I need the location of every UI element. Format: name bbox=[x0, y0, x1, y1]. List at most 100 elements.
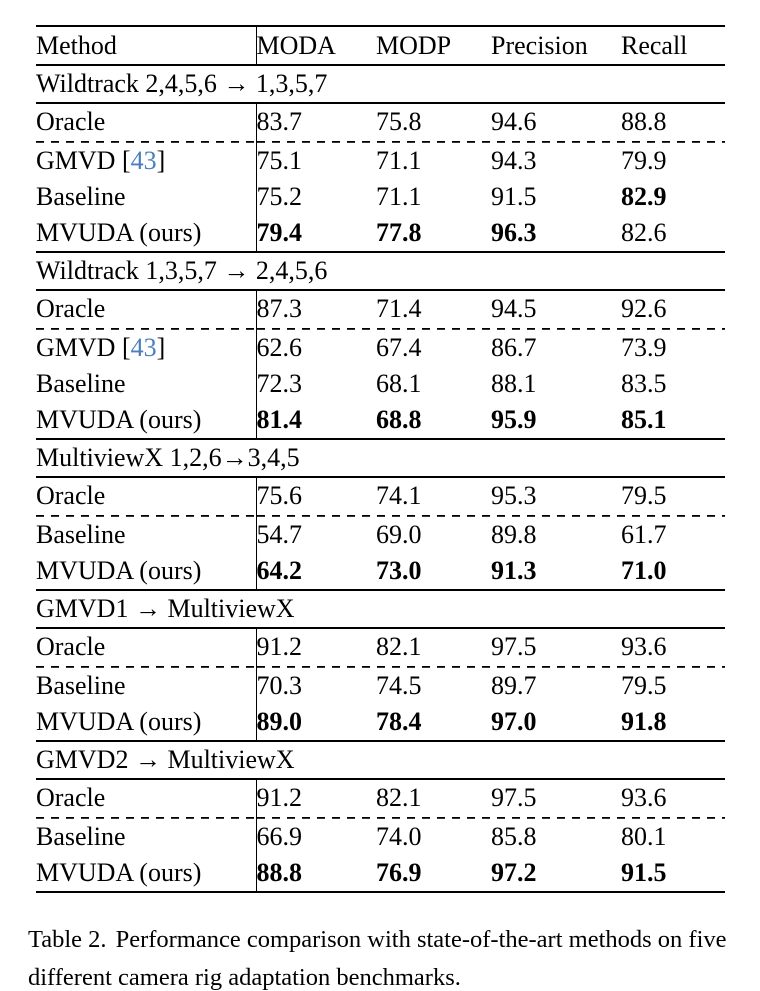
method-cell: Baseline bbox=[36, 668, 257, 704]
table-row: Oracle 87.3 71.4 94.5 92.6 bbox=[36, 290, 725, 327]
metric-value: 72.3 bbox=[256, 369, 303, 398]
method-cell: Oracle bbox=[36, 477, 257, 514]
metric-value: 91.2 bbox=[256, 632, 303, 661]
citation-link[interactable]: 43 bbox=[130, 333, 157, 362]
table-row: MVUDA (ours) 64.2 73.0 91.3 71.0 bbox=[36, 553, 725, 590]
section-header-row: Wildtrack 1,3,5,7 → 2,4,5,6 bbox=[36, 251, 725, 291]
dashed-divider-segment bbox=[36, 327, 257, 330]
metric-value: 91.5 bbox=[621, 858, 667, 887]
metric-value: 97.5 bbox=[491, 632, 537, 661]
metric-value: 95.9 bbox=[491, 405, 537, 434]
section-header-row: MultiviewX 1,2,6→3,4,5 bbox=[36, 438, 725, 478]
metric-value: 68.8 bbox=[376, 405, 422, 434]
metric-value: 82.1 bbox=[376, 632, 422, 661]
metric-value: 82.6 bbox=[621, 218, 667, 247]
metric-value: 74.5 bbox=[376, 671, 422, 700]
method-label: Oracle bbox=[36, 107, 106, 136]
metric-value: 71.1 bbox=[376, 182, 422, 211]
method-label: Oracle bbox=[36, 783, 106, 812]
metric-value: 75.8 bbox=[376, 107, 422, 136]
metric-value: 93.6 bbox=[621, 632, 667, 661]
metric-value: 80.1 bbox=[621, 822, 667, 851]
metric-value: 67.4 bbox=[376, 333, 422, 362]
method-cell: Oracle bbox=[36, 779, 257, 816]
metric-value: 87.3 bbox=[256, 294, 303, 323]
metric-value: 93.6 bbox=[621, 783, 667, 812]
section-title: GMVD2 → MultiviewX bbox=[36, 740, 725, 780]
method-cell: MVUDA (ours) bbox=[36, 855, 257, 892]
dashed-divider-segment bbox=[256, 327, 725, 330]
metric-value: 75.6 bbox=[256, 481, 303, 510]
table-row: MVUDA (ours) 79.4 77.8 96.3 82.6 bbox=[36, 215, 725, 252]
table-row: MVUDA (ours) 88.8 76.9 97.2 91.5 bbox=[36, 855, 725, 892]
dashed-divider bbox=[36, 140, 725, 143]
metric-value: 74.1 bbox=[376, 481, 422, 510]
method-cell: Oracle bbox=[36, 103, 257, 140]
section-header-row: GMVD2 → MultiviewX bbox=[36, 740, 725, 780]
metric-value: 89.8 bbox=[491, 520, 537, 549]
metric-value: 94.3 bbox=[491, 146, 537, 175]
method-label: Baseline bbox=[36, 822, 126, 851]
method-cell: GMVD [43] bbox=[36, 330, 257, 366]
metric-value: 97.0 bbox=[491, 707, 537, 736]
metric-value: 74.0 bbox=[376, 822, 422, 851]
metric-value: 68.1 bbox=[376, 369, 422, 398]
section-title: MultiviewX 1,2,6→3,4,5 bbox=[36, 438, 725, 478]
metric-value: 79.5 bbox=[621, 481, 667, 510]
metric-value: 95.3 bbox=[491, 481, 537, 510]
metric-value: 88.1 bbox=[491, 369, 537, 398]
header-method: Method bbox=[36, 26, 257, 66]
dashed-divider bbox=[36, 665, 725, 668]
method-cell: MVUDA (ours) bbox=[36, 215, 257, 252]
method-cell: MVUDA (ours) bbox=[36, 402, 257, 439]
metric-value: 76.9 bbox=[376, 858, 422, 887]
table-caption: Table 2. Performance comparison with stat… bbox=[28, 921, 736, 991]
metric-value: 73.9 bbox=[621, 333, 667, 362]
metric-value: 88.8 bbox=[256, 858, 303, 887]
dashed-divider-segment bbox=[36, 140, 257, 143]
metric-value: 86.7 bbox=[491, 333, 537, 362]
method-cell: Oracle bbox=[36, 628, 257, 665]
metric-value: 62.6 bbox=[256, 333, 303, 362]
results-table: Method MODA MODP Precision Recall Wildtr… bbox=[36, 25, 725, 893]
metric-value: 88.8 bbox=[621, 107, 667, 136]
metric-value: 61.7 bbox=[621, 520, 667, 549]
method-label: Baseline bbox=[36, 182, 126, 211]
metric-value: 97.5 bbox=[491, 783, 537, 812]
metric-value: 75.1 bbox=[256, 146, 303, 175]
method-label: Oracle bbox=[36, 481, 106, 510]
method-cell: GMVD [43] bbox=[36, 143, 257, 179]
table-row: Baseline 72.3 68.1 88.1 83.5 bbox=[36, 366, 725, 402]
metric-value: 82.9 bbox=[621, 182, 667, 211]
table-row: Baseline 66.9 74.0 85.8 80.1 bbox=[36, 819, 725, 855]
dashed-divider-segment bbox=[36, 816, 257, 819]
citation-link[interactable]: 43 bbox=[130, 146, 157, 175]
metric-value: 91.3 bbox=[491, 556, 537, 585]
metric-value: 83.5 bbox=[621, 369, 667, 398]
metric-value: 66.9 bbox=[256, 822, 303, 851]
header-row: Method MODA MODP Precision Recall bbox=[36, 26, 725, 66]
dashed-divider-segment bbox=[256, 665, 725, 668]
metric-value: 82.1 bbox=[376, 783, 422, 812]
section-title: GMVD1 → MultiviewX bbox=[36, 589, 725, 629]
method-cell: Baseline bbox=[36, 366, 257, 402]
metric-value: 79.4 bbox=[256, 218, 303, 247]
metric-value: 79.9 bbox=[621, 146, 667, 175]
method-label: MVUDA (ours) bbox=[36, 858, 202, 887]
metric-value: 64.2 bbox=[256, 556, 303, 585]
dashed-divider-segment bbox=[36, 665, 257, 668]
table-row: MVUDA (ours) 89.0 78.4 97.0 91.8 bbox=[36, 704, 725, 741]
metric-value: 75.2 bbox=[256, 182, 303, 211]
metric-value: 70.3 bbox=[256, 671, 303, 700]
metric-value: 83.7 bbox=[256, 107, 303, 136]
method-label: MVUDA (ours) bbox=[36, 405, 202, 434]
dashed-divider bbox=[36, 816, 725, 819]
metric-value: 81.4 bbox=[256, 405, 303, 434]
section-header-row: Wildtrack 2,4,5,6 → 1,3,5,7 bbox=[36, 64, 725, 104]
dashed-divider-segment bbox=[256, 816, 725, 819]
dashed-divider-segment bbox=[36, 514, 257, 517]
caption-label: Table 2. bbox=[28, 926, 107, 953]
table-row: Oracle 83.7 75.8 94.6 88.8 bbox=[36, 103, 725, 140]
metric-value: 94.5 bbox=[491, 294, 537, 323]
metric-value: 92.6 bbox=[621, 294, 667, 323]
